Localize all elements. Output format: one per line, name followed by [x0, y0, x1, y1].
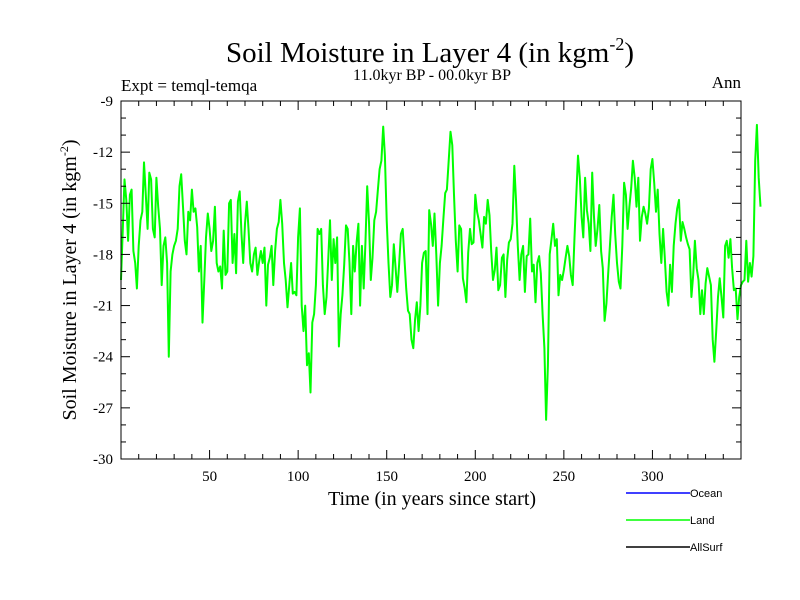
y-tick-label: -15	[93, 196, 113, 212]
y-tick-label: -30	[93, 452, 113, 468]
chart-title-close: )	[624, 37, 634, 69]
x-tick-label: 250	[553, 469, 576, 485]
y-tick-label: -24	[93, 350, 113, 366]
legend: Ocean Land AllSurf	[626, 488, 723, 554]
chart-subtitle: 11.0kyr BP - 00.0kyr BP	[353, 67, 511, 84]
y-tick-label: -21	[93, 299, 113, 315]
x-tick-label: 300	[641, 469, 664, 485]
x-tick-label: 150	[375, 469, 398, 485]
legend-label-land: Land	[690, 515, 714, 527]
x-tick-label: 50	[202, 469, 217, 485]
chart-title-superscript: -2	[609, 34, 624, 54]
y-tick-label: -12	[93, 145, 113, 161]
y-axis-label-main: Soil Moisture in Layer 4 (in kgm	[59, 156, 81, 421]
y-axis-label-close: )	[59, 139, 81, 146]
season-label: Ann	[712, 73, 742, 92]
plot-frame	[120, 100, 742, 460]
legend-label-ocean: Ocean	[690, 488, 722, 500]
legend-label-allsurf: AllSurf	[690, 542, 723, 554]
y-axis-label-superscript: -2	[57, 146, 71, 156]
x-tick-label: 200	[464, 469, 487, 485]
x-axis-label: Time (in years since start)	[328, 488, 536, 510]
x-tick-label: 100	[287, 469, 310, 485]
y-axis-label: Soil Moisture in Layer 4 (in kgm-2)	[57, 139, 81, 420]
y-tick-label: -18	[93, 247, 113, 263]
chart-title-main: Soil Moisture in Layer 4 (in kgm	[226, 37, 610, 69]
land-series-line	[120, 123, 762, 421]
y-tick-label: -9	[101, 94, 114, 110]
experiment-label: Expt = temql-temqa	[121, 76, 258, 95]
y-tick-label: -27	[93, 401, 113, 417]
chart-title: Soil Moisture in Layer 4 (in kgm-2)	[226, 34, 634, 69]
axes: 50 100 150 200 250 300 -30 -27 -24 -21 -18 -15 -12 -9	[93, 94, 741, 485]
